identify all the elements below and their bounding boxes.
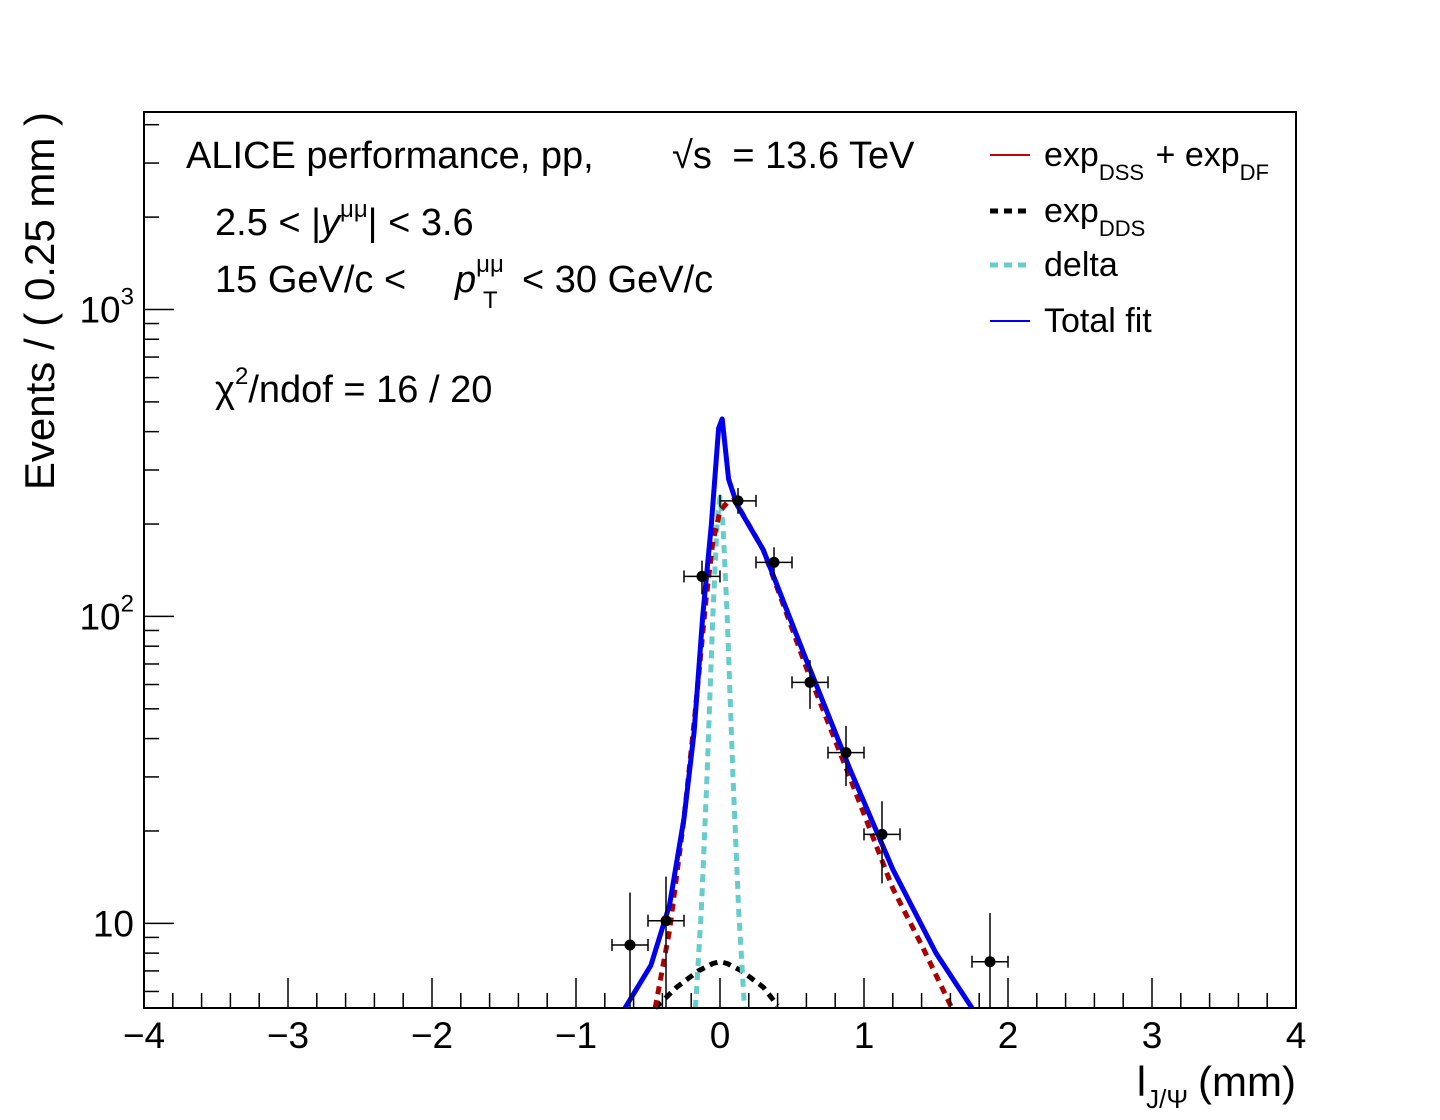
annotation-chi2: χ2/ndof = 16 / 20 <box>215 363 492 411</box>
chart-axes-layer: −4 −3 −2 −1 0 1 2 3 4 10 102 103 <box>79 123 1307 1056</box>
y-tick-label: 102 <box>79 590 134 637</box>
legend-entry-dss-df: expDSS + expDF <box>990 136 1269 185</box>
legend-entry-dds: expDDS <box>990 192 1145 241</box>
x-tick-label: 2 <box>998 1015 1019 1056</box>
data-point <box>611 892 649 1008</box>
data-marker <box>696 570 708 582</box>
x-tick-label: −1 <box>555 1015 597 1056</box>
y-tick-label: 103 <box>79 283 134 330</box>
data-marker <box>840 747 852 759</box>
data-point <box>971 913 1009 1008</box>
data-marker <box>984 956 996 968</box>
legend-label: delta <box>1044 246 1118 284</box>
data-point <box>719 488 757 514</box>
annotation-pt-range: 15 GeV/c < pμμ T < 30 GeV/c <box>215 251 713 314</box>
x-tick-label: 1 <box>854 1015 875 1056</box>
data-point <box>647 876 685 1008</box>
plot-frame <box>143 111 1297 1009</box>
data-point <box>755 547 793 579</box>
data-point <box>827 725 865 787</box>
data-marker <box>876 828 888 840</box>
legend-entry-total: Total fit <box>990 302 1152 340</box>
data-marker <box>732 495 744 507</box>
annotation-experiment: ALICE performance, pp, √s = 13.6 TeV <box>186 135 915 177</box>
legend-label: expDDS <box>1044 192 1145 241</box>
chart-series-layer <box>622 416 975 1010</box>
y-tick-label: 10 <box>93 903 134 944</box>
annotation-rapidity: 2.5 < |yμμ| < 3.6 <box>215 196 474 244</box>
series-curve-dds <box>653 959 780 1010</box>
chart-data-points-layer <box>611 488 1009 1008</box>
x-tick-label: 0 <box>710 1015 731 1056</box>
x-tick-label: −4 <box>123 1015 165 1056</box>
legend-label: expDSS + expDF <box>1044 136 1269 185</box>
data-marker <box>660 915 672 927</box>
data-marker <box>768 556 780 568</box>
x-tick-label: 4 <box>1286 1015 1307 1056</box>
x-tick-label: −3 <box>267 1015 309 1056</box>
x-tick-label: −2 <box>411 1015 453 1056</box>
x-axis-title: lJ/Ψ (mm) <box>1137 1058 1296 1114</box>
legend: expDSS + expDF expDDS delta Total fit <box>990 136 1269 340</box>
series-curve-dss-df <box>652 497 955 1010</box>
y-axis-title: Events / ( 0.25 mm ) <box>16 112 63 490</box>
data-marker <box>804 676 816 688</box>
data-marker <box>624 939 636 951</box>
data-point <box>791 660 829 709</box>
x-tick-label: 3 <box>1142 1015 1163 1056</box>
series-curve-total <box>622 416 975 1010</box>
data-point <box>863 801 901 884</box>
annotation-block: ALICE performance, pp, √s = 13.6 TeV 2.5… <box>186 135 915 411</box>
legend-label: Total fit <box>1044 302 1152 340</box>
legend-entry-delta: delta <box>990 246 1118 284</box>
data-point <box>683 560 721 595</box>
x-axis-title-text: lJ/Ψ (mm) <box>1137 1058 1296 1114</box>
